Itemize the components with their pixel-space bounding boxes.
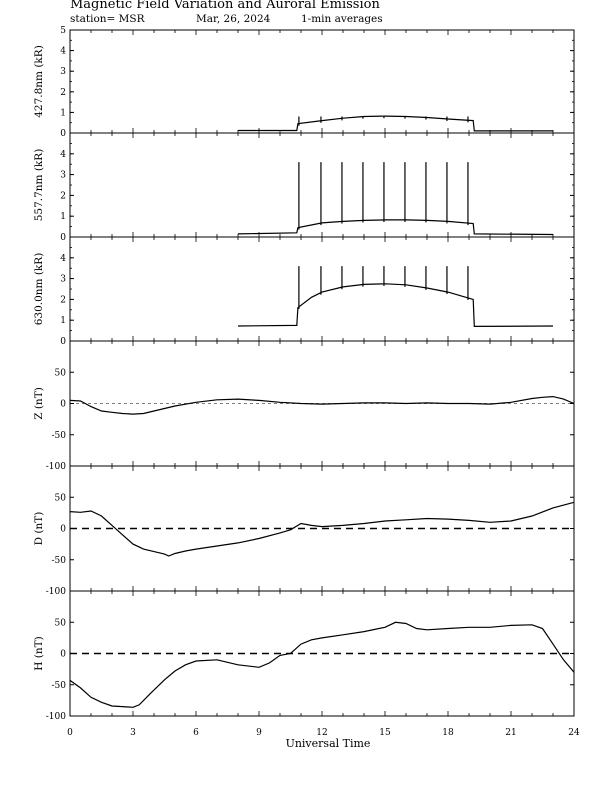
x-tick-label: 6 — [193, 728, 199, 738]
y-tick-label: 0 — [60, 525, 66, 535]
y-tick-label: 3 — [60, 67, 66, 77]
x-tick-label: 0 — [67, 728, 73, 738]
date-label: Mar, 26, 2024 — [196, 13, 271, 25]
y-axis-label: 630.0nm (kR) — [33, 253, 45, 326]
y-tick-label: -50 — [52, 431, 67, 441]
y-tick-label: -50 — [52, 556, 67, 566]
panel-frame — [69, 29, 575, 134]
y-tick-label: 5 — [60, 26, 66, 36]
x-tick-label: 3 — [130, 728, 136, 738]
y-tick-label: -100 — [46, 462, 66, 472]
y-axis-label: 557.7nm (kR) — [33, 149, 45, 222]
y-tick-label: 0 — [60, 129, 66, 139]
y-tick-label: 0 — [60, 650, 66, 660]
y-tick-label: -50 — [52, 681, 67, 691]
y-tick-label: -100 — [46, 587, 66, 597]
series-line — [237, 283, 554, 328]
x-tick-label: 9 — [256, 728, 262, 738]
y-tick-label: 0 — [60, 400, 66, 410]
series-line — [69, 621, 575, 708]
y-tick-label: 0 — [60, 233, 66, 243]
averaging-label: 1-min averages — [301, 13, 383, 25]
y-axis-label: D (nT) — [33, 512, 45, 546]
station-label: station= MSR — [70, 13, 145, 25]
y-tick-label: -100 — [46, 712, 66, 722]
y-tick-label: 2 — [60, 295, 66, 305]
series-line — [238, 115, 553, 132]
y-tick-label: 1 — [60, 316, 66, 326]
y-tick-label: 50 — [55, 618, 67, 628]
y-tick-label: 4 — [60, 254, 66, 264]
panel-frame — [69, 236, 575, 342]
y-tick-label: 1 — [60, 108, 66, 118]
x-tick-label: 15 — [379, 728, 391, 738]
y-tick-label: 4 — [60, 47, 66, 57]
x-tick-label: 21 — [505, 728, 516, 738]
y-tick-label: 3 — [60, 275, 66, 285]
y-tick-label: 0 — [60, 337, 66, 347]
y-tick-label: 1 — [60, 212, 66, 222]
y-tick-label: 50 — [55, 368, 67, 378]
x-tick-label: 12 — [316, 728, 327, 738]
x-axis-label: Universal Time — [285, 737, 371, 750]
y-tick-label: 3 — [60, 171, 66, 181]
y-axis-label: H (nT) — [33, 636, 45, 670]
x-tick-label: 18 — [442, 728, 454, 738]
y-tick-label: 2 — [60, 191, 66, 201]
series-line — [69, 501, 575, 557]
y-axis-label: 427.8nm (kR) — [33, 45, 45, 118]
y-tick-label: 50 — [55, 493, 67, 503]
series-line — [237, 219, 554, 236]
panel-frame — [69, 132, 575, 238]
chart-title: Magnetic Field Variation and Auroral Emi… — [70, 0, 380, 12]
y-tick-label: 4 — [60, 150, 66, 160]
y-tick-label: 2 — [60, 88, 66, 98]
chart-header: Magnetic Field Variation and Auroral Emi… — [0, 0, 612, 30]
y-axis-label: Z (nT) — [33, 387, 45, 420]
series-line — [69, 395, 575, 415]
x-tick-label: 24 — [568, 728, 580, 738]
